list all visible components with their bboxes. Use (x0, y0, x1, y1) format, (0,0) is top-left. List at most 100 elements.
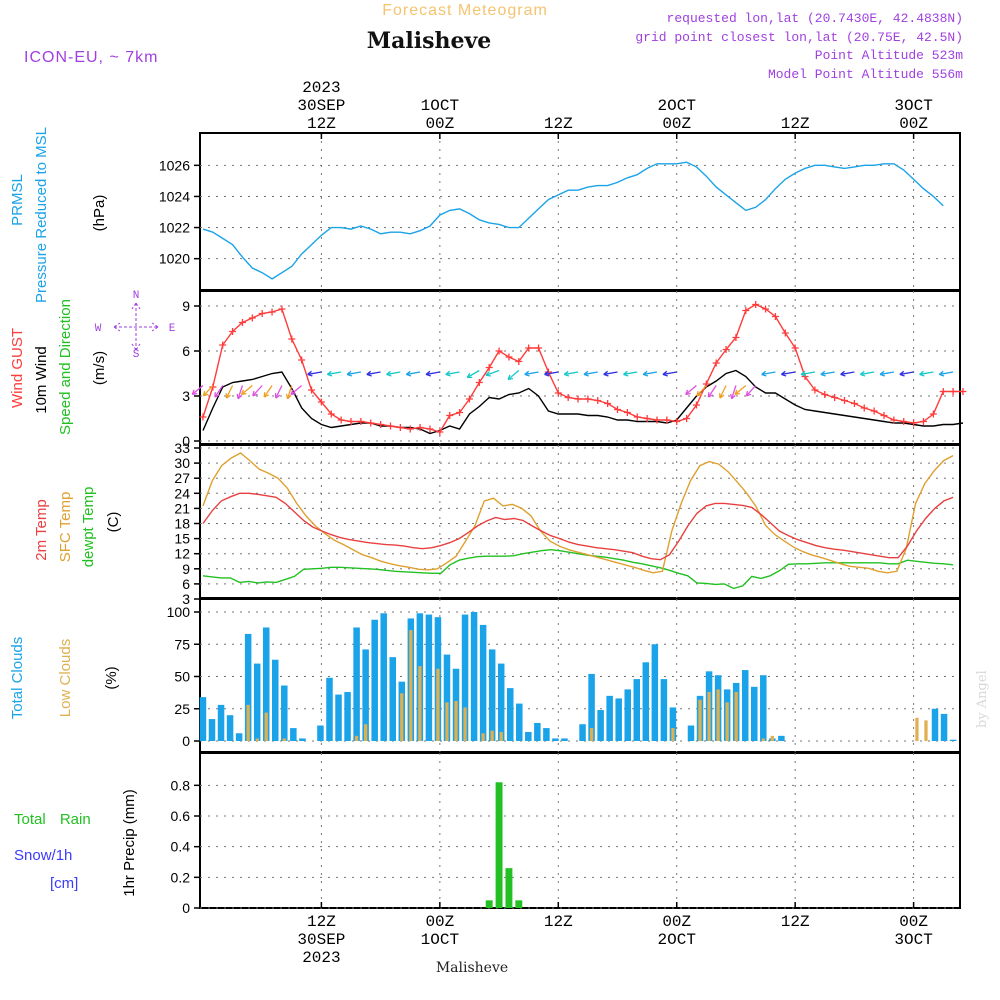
wind-direction-arrowhead (685, 389, 691, 396)
total-cloud-bar (317, 725, 324, 741)
low-cloud-bar (436, 668, 440, 741)
gust-marker (219, 341, 227, 349)
total-cloud-bar (208, 719, 216, 741)
panel-frame (199, 290, 961, 445)
total-cloud-bar (642, 662, 650, 741)
y-tick-label: 100 (167, 604, 191, 620)
wind-direction-arrowhead (938, 370, 945, 377)
total-cloud-bar (262, 627, 270, 741)
temp-label-sfc: SFC Temp (57, 492, 74, 563)
wind-direction-arrow (507, 370, 520, 380)
gust-marker (377, 421, 385, 428)
y-tick-label: 6 (182, 576, 190, 592)
wind-direction-arrow (899, 371, 914, 376)
low-cloud-bar (671, 728, 675, 741)
wind-direction-arrowhead (274, 393, 281, 399)
model-label: ICON-EU, ~ 7km (24, 49, 158, 66)
total-cloud-bar (299, 738, 306, 741)
wind-direction-arrowhead (642, 370, 649, 377)
wind-direction-arrowhead (719, 393, 725, 399)
total-cloud-bar (561, 738, 568, 741)
y-tick-label: 0.6 (171, 808, 191, 824)
wind-direction-arrowhead (899, 370, 905, 377)
clouds-label-total: Total Clouds (9, 637, 26, 720)
wind-direction-arrowhead (761, 370, 767, 377)
panel-pressure: 1020 1022 1024 1026 (159, 132, 961, 291)
bottom-time-label: 00Z (899, 913, 928, 931)
gust-marker (742, 307, 750, 314)
total-cloud-bar (380, 613, 387, 741)
wind-direction-arrow (406, 371, 421, 376)
rain-bar (495, 782, 503, 908)
wind-direction-arrowhead (202, 390, 209, 397)
gust-marker (278, 305, 286, 313)
gust-marker (456, 409, 464, 416)
low-cloud-bar (490, 730, 494, 741)
wind-direction-arrow (275, 385, 283, 399)
compass-east: E (169, 323, 176, 335)
gust-marker (712, 359, 720, 367)
low-cloud-bar (734, 691, 738, 741)
panel-labels: PRMSL Pressure Reduced to MSL (hPa) Wind GU… (9, 127, 176, 897)
panel-precip: 0 0.2 0.4 0.6 0.8 (171, 752, 961, 916)
gust-marker (288, 335, 296, 343)
gridpoint-coords: grid point closest lon,lat (20.75E, 42.5… (635, 30, 963, 45)
gust-marker (485, 364, 493, 371)
gust-marker (584, 395, 592, 403)
panel-frame (199, 132, 961, 291)
gust-marker (515, 358, 523, 365)
low-cloud-bar (698, 699, 702, 741)
total-cloud-bar (443, 654, 451, 741)
y-tick-label: 0 (182, 733, 190, 749)
wind-direction-arrow (685, 385, 697, 395)
gust-marker (870, 407, 878, 415)
wind-direction-arrowhead (425, 370, 432, 377)
gust-marker (673, 418, 681, 425)
gust-marker (248, 314, 256, 322)
wind-direction-arrow (241, 385, 253, 395)
total-cloud-bar (470, 612, 478, 741)
y-tick-label: 15 (174, 531, 190, 547)
compass-south: S (133, 349, 140, 361)
gust-marker (525, 344, 533, 352)
total-cloud-bar (931, 708, 939, 741)
wind-direction-arrow (696, 385, 707, 397)
wind-direction-arrow (731, 385, 737, 400)
y-tick-label: 6 (182, 343, 190, 359)
y-tick-label: 1022 (159, 220, 190, 236)
top-time-label: 00Z (899, 115, 928, 133)
compass-west: W (95, 323, 102, 335)
bottom-time-label: 12Z (781, 913, 810, 931)
panels: 1020102210241026036936912151821242730330… (159, 132, 967, 916)
temp-label-dewpt: dewpt Temp (80, 487, 97, 568)
low-cloud-bar (725, 702, 729, 741)
wind-direction-arrow (603, 371, 618, 376)
low-cloud-bar (707, 691, 711, 741)
bottom-time-label: 2OCT (658, 931, 696, 949)
requested-coords: requested lon,lat (20.7430E, 42.4838N) (667, 11, 963, 26)
total-cloud-bar (633, 679, 641, 741)
rain-bar (505, 868, 513, 908)
total-cloud-bar (461, 614, 469, 741)
wind-direction-arrowhead (285, 393, 292, 400)
wind-label-gust: Wind GUST (9, 328, 26, 408)
total-cloud-bar (651, 644, 659, 741)
low-cloud-bar (282, 738, 286, 741)
total-cloud-bar (290, 728, 297, 741)
gust-marker (643, 415, 651, 422)
wind-direction-arrow (820, 371, 835, 376)
wind-direction-arrow (237, 385, 244, 400)
gust-marker (811, 386, 819, 394)
bottom-time-label: 3OCT (894, 931, 932, 949)
wind-label-direction: Speed and Direction (57, 299, 74, 435)
wind-direction-arrow (366, 371, 381, 376)
clouds-unit: (%) (103, 666, 120, 689)
pressure-line (202, 161, 944, 280)
total-cloud-bar (281, 685, 288, 741)
wind-direction-arrow (840, 371, 855, 376)
gust-marker (831, 394, 839, 401)
total-cloud-bar (778, 735, 785, 741)
low-cloud-bar (364, 724, 368, 741)
total-cloud-bar (371, 619, 378, 741)
